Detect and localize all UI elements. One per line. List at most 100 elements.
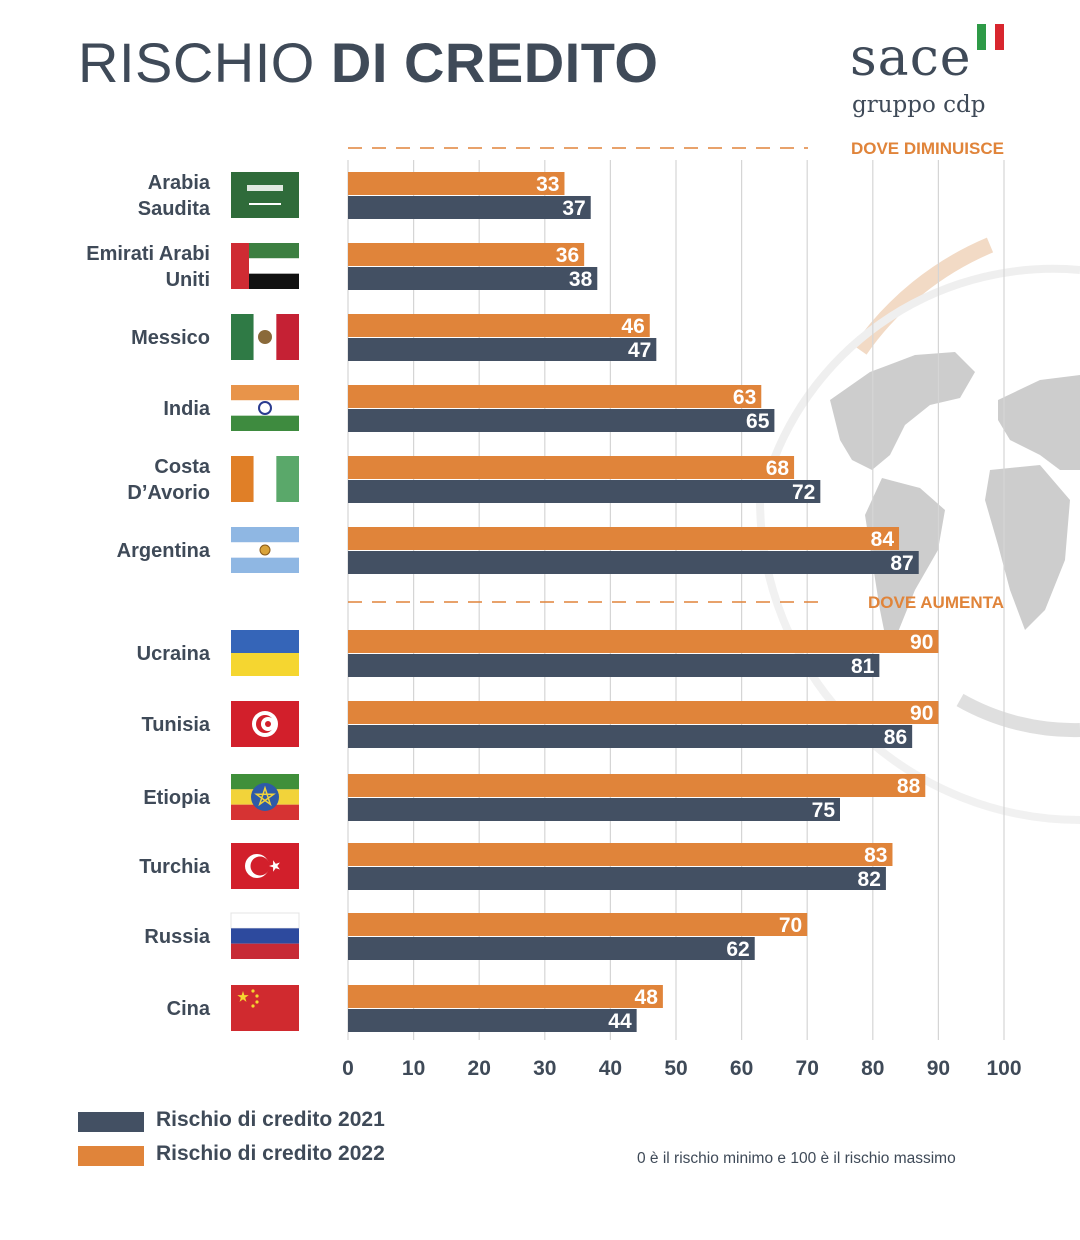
country-label: Uniti	[166, 269, 210, 291]
legend-swatch-2022	[78, 1146, 144, 1166]
data-label-2021: 81	[851, 655, 875, 678]
data-label-2021: 72	[792, 481, 815, 504]
scale-note: 0 è il rischio minimo e 100 è il rischio…	[637, 1150, 956, 1167]
data-label-2021: 44	[608, 1010, 632, 1033]
country-label: Messico	[131, 327, 210, 349]
data-label-2021: 86	[884, 726, 907, 749]
data-label-2021: 82	[858, 868, 881, 891]
data-label-2022: 36	[556, 244, 579, 267]
ukraine-flag-icon	[231, 630, 299, 676]
x-tick-label: 70	[796, 1057, 819, 1080]
india-flag-icon	[231, 385, 299, 431]
x-tick-label: 10	[402, 1057, 425, 1080]
legend-label-2021: Rischio di credito 2021	[156, 1108, 385, 1131]
data-label-2022: 83	[864, 844, 887, 867]
credit-risk-chart: 0 10 20 30 40 50 60 70 80 90 100 DOVE DIMINUISCE DOV…	[86, 139, 1021, 1080]
data-label-2021: 47	[628, 339, 651, 362]
country-label: Emirati Arabi	[86, 243, 210, 265]
china-flag-icon	[231, 985, 299, 1031]
country-label: Etiopia	[143, 787, 211, 809]
x-tick-label: 100	[986, 1057, 1021, 1080]
x-tick-label: 40	[599, 1057, 622, 1080]
country-label: Arabia	[148, 172, 211, 194]
bar-2021	[348, 725, 913, 748]
turkey-flag-icon	[231, 843, 299, 889]
data-label-2022: 48	[635, 986, 659, 1009]
title-bold: DI CREDITO	[330, 31, 659, 94]
data-label-2021: 75	[812, 799, 836, 822]
data-label-2022: 70	[779, 914, 802, 937]
bar-2022	[348, 243, 585, 266]
bar-2022	[348, 630, 939, 653]
russia-flag-icon	[230, 912, 300, 959]
legend-swatch-2021	[78, 1112, 144, 1132]
legend-label-2022: Rischio di credito 2022	[156, 1142, 385, 1165]
country-label: Russia	[144, 926, 210, 948]
bar-2022	[348, 843, 893, 866]
ethiopia-flag-icon	[231, 774, 299, 820]
data-label-2022: 63	[733, 386, 756, 409]
bar-2021	[348, 409, 775, 432]
data-label-2022: 33	[536, 173, 559, 196]
country-label: Turchia	[139, 856, 211, 878]
data-label-2021: 37	[562, 197, 585, 220]
bar-2021	[348, 937, 755, 960]
bar-2022	[348, 701, 939, 724]
tunisia-flag-icon	[231, 701, 299, 747]
country-label: Cina	[167, 998, 211, 1020]
x-tick-label: 80	[861, 1057, 884, 1080]
mexico-flag-icon	[231, 314, 299, 360]
bar-2021	[348, 654, 880, 677]
data-label-2021: 62	[726, 938, 749, 961]
x-tick-label: 0	[342, 1057, 354, 1080]
bar-2021	[348, 338, 657, 361]
bar-2022	[348, 985, 663, 1008]
country-label: Argentina	[117, 540, 211, 562]
data-label-2021: 87	[890, 552, 913, 575]
section-label: DOVE AUMENTA	[868, 593, 1004, 612]
country-label: D’Avorio	[127, 482, 210, 504]
logo-wordmark: sace	[850, 28, 972, 88]
page-title: RISCHIO DI CREDITO	[78, 30, 658, 95]
saudi-arabia-flag-icon	[231, 172, 299, 218]
country-label: Saudita	[138, 198, 211, 220]
x-tick-label: 60	[730, 1057, 753, 1080]
bar-2022	[348, 527, 900, 550]
uae-flag-icon	[231, 243, 299, 289]
data-label-2022: 68	[766, 457, 790, 480]
bar-2021	[348, 267, 598, 290]
sace-logo: sace gruppo cdp	[850, 20, 1020, 130]
country-label: Costa	[154, 456, 210, 478]
italian-flag-icon	[977, 24, 1005, 50]
x-tick-label: 90	[927, 1057, 950, 1080]
bar-2021	[348, 798, 840, 821]
data-label-2022: 90	[910, 702, 933, 725]
data-label-2022: 84	[871, 528, 895, 551]
bar-2021	[348, 867, 886, 890]
bar-2022	[348, 172, 565, 195]
x-tick-label: 30	[533, 1057, 556, 1080]
bar-2021	[348, 1009, 637, 1032]
title-light: RISCHIO	[78, 31, 315, 94]
data-label-2022: 46	[621, 315, 644, 338]
bar-2022	[348, 456, 795, 479]
bar-2022	[348, 314, 650, 337]
logo-subtitle: gruppo cdp	[852, 92, 986, 118]
bar-2021	[348, 480, 821, 503]
x-tick-label: 20	[468, 1057, 491, 1080]
x-tick-label: 50	[664, 1057, 687, 1080]
bar-2021	[348, 551, 919, 574]
ivory-coast-flag-icon	[231, 456, 299, 502]
data-label-2021: 65	[746, 410, 770, 433]
bar-2021	[348, 196, 591, 219]
country-label: Ucraina	[137, 643, 211, 665]
data-label-2022: 88	[897, 775, 921, 798]
country-label: Tunisia	[141, 714, 210, 736]
bar-2022	[348, 774, 926, 797]
country-label: India	[163, 398, 211, 420]
data-label-2021: 38	[569, 268, 593, 291]
data-label-2022: 90	[910, 631, 933, 654]
bar-2022	[348, 913, 808, 936]
argentina-flag-icon	[231, 527, 299, 573]
section-label: DOVE DIMINUISCE	[851, 139, 1004, 158]
